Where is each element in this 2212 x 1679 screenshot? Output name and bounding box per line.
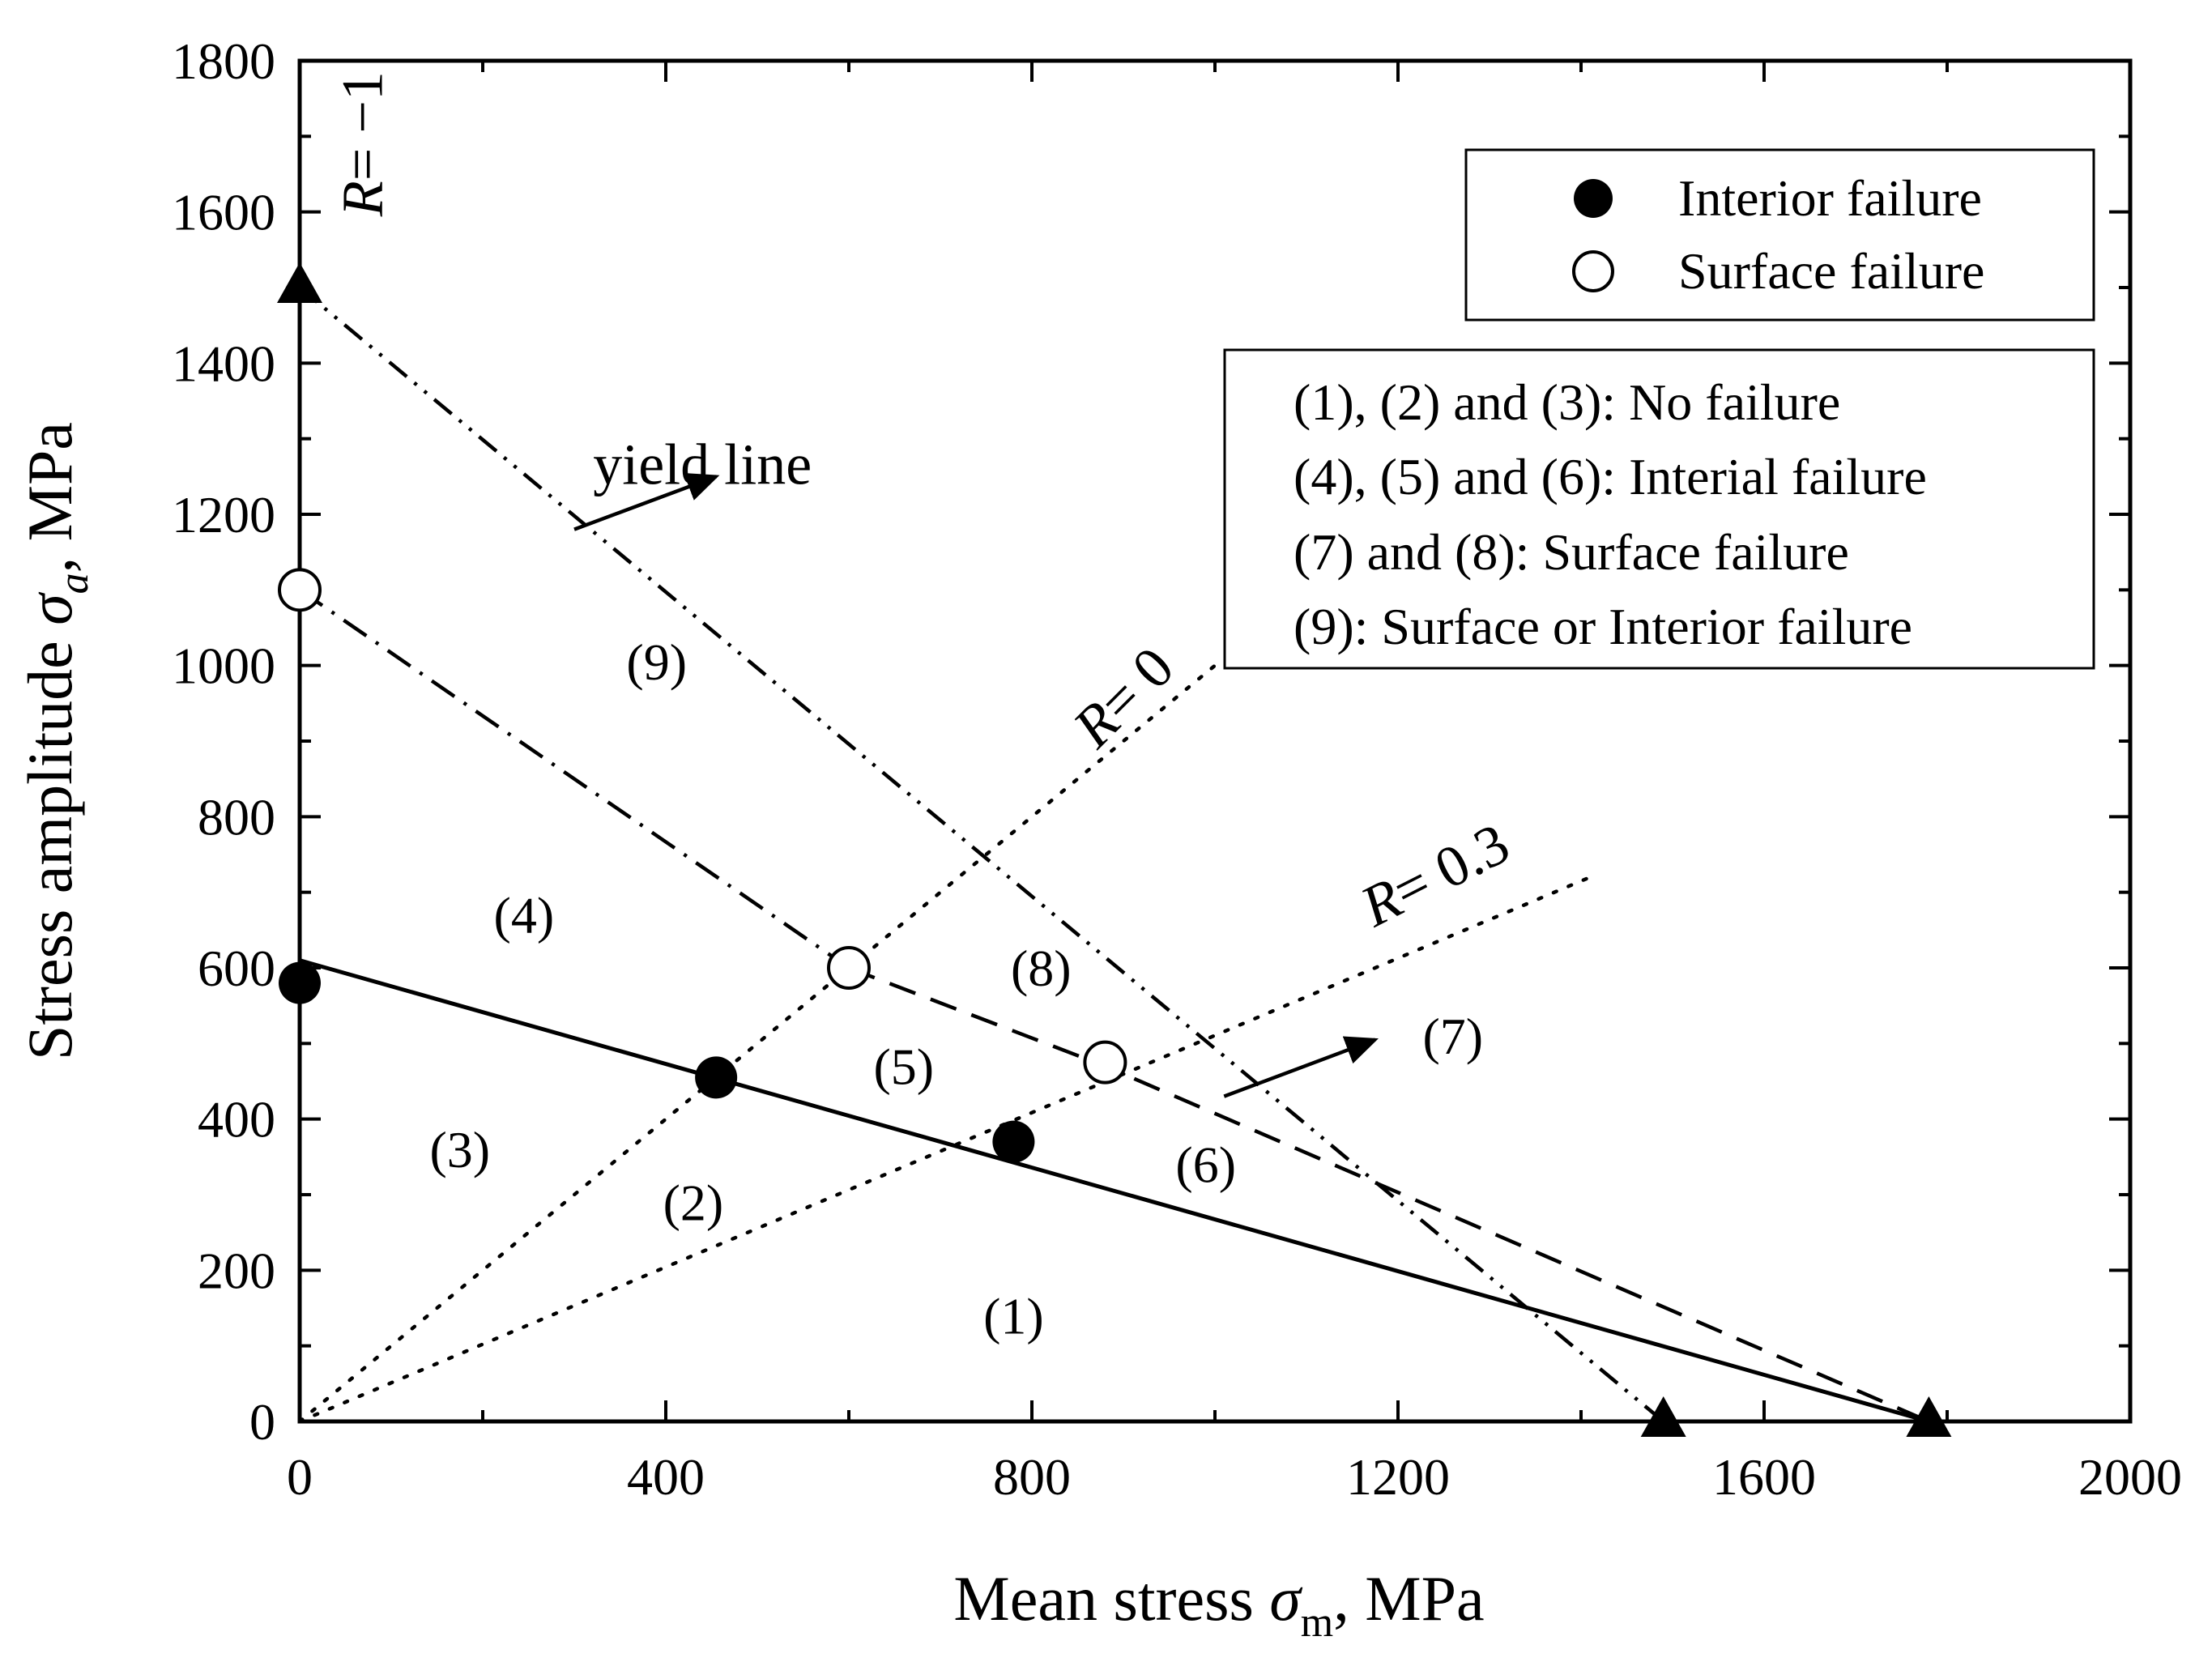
chart-markers: [277, 262, 1952, 1437]
interior-failure-point: [279, 961, 321, 1004]
y-tick-label: 1000: [172, 637, 275, 695]
x-tick-label: 400: [627, 1448, 705, 1506]
endpoint-triangle: [277, 262, 322, 303]
r-0.3-line: [297, 875, 1592, 1424]
yield-line: [298, 286, 1665, 1423]
annotation-arrows: [573, 473, 1379, 1098]
region-label: (7): [1422, 1008, 1483, 1065]
region-label: (3): [429, 1121, 490, 1178]
region-label: (4): [494, 887, 555, 944]
y-tick-label: 200: [198, 1242, 275, 1299]
x-axis-tick-labels: 0 400 800 1200 1600 2000: [287, 1448, 2182, 1506]
region-info-box: (1), (2) and (3): No failure (4), (5) an…: [1223, 348, 2095, 670]
legend: Interior failure Surface failure: [1464, 148, 2095, 322]
legend-marker-interior: [1574, 179, 1613, 218]
legend-box: [1464, 148, 2095, 322]
region-labels: (1) (2) (3) (4) (5) (6) (7) (8) (9): [429, 633, 1483, 1344]
y-tick-label: 0: [249, 1393, 275, 1451]
region-info-line: (1), (2) and (3): No failure: [1294, 373, 1840, 431]
region-info-frame: [1223, 348, 2095, 670]
yield-line-label: yield line: [593, 433, 812, 497]
region-info-line: (9): Surface or Interior failure: [1294, 598, 1912, 655]
legend-marker-surface: [1572, 250, 1614, 292]
x-tick-label: 1600: [1712, 1448, 1816, 1506]
yield-line-arrow: [573, 473, 720, 531]
endpoint-triangle: [1906, 1396, 1952, 1437]
axis-ticks: [298, 59, 2132, 1423]
region-7-arrow: [1223, 1036, 1379, 1098]
legend-label-interior: Interior failure: [1678, 169, 1982, 227]
surface-failure-point: [278, 568, 322, 612]
region-label: (8): [1011, 940, 1072, 997]
r-0-line: [297, 663, 1217, 1424]
x-tick-label: 0: [287, 1448, 313, 1506]
interior-failure-line: [299, 958, 1930, 1424]
region-label: (9): [626, 633, 687, 691]
r-ratio-label: R= 0.3: [1350, 811, 1519, 940]
x-tick-label: 2000: [2078, 1448, 2182, 1506]
endpoint-triangle: [1640, 1396, 1686, 1437]
region-label: (2): [663, 1174, 724, 1231]
interior-failure-point: [695, 1056, 738, 1099]
y-tick-label: 1400: [172, 335, 275, 392]
y-tick-label: 600: [198, 940, 275, 997]
region-info-line: (7) and (8): Surface failure: [1294, 523, 1849, 581]
legend-label-surface: Surface failure: [1678, 242, 1984, 300]
y-tick-label: 1600: [172, 184, 275, 241]
surface-failure-point: [1083, 1040, 1127, 1085]
y-axis-tick-labels: 0 200 400 600 800 1000 1200 1400 1600 1800: [172, 32, 275, 1451]
y-axis-title: Stress amplitude σa, MPa: [15, 422, 97, 1060]
r-ratio-label: R= 0: [1060, 634, 1186, 760]
x-axis-title: Mean stress σm, MPa: [953, 1563, 1484, 1646]
surface-failure-point: [827, 946, 871, 990]
interior-failure-point: [992, 1120, 1035, 1163]
region-label: (1): [983, 1287, 1044, 1344]
surface-failure-line: [298, 588, 850, 969]
r-ratio-label: R= −1: [330, 71, 395, 217]
region-label: (6): [1175, 1136, 1236, 1194]
region-label: (5): [873, 1038, 934, 1095]
region-info-line: (4), (5) and (6): Interial failure: [1294, 448, 1927, 505]
y-tick-label: 800: [198, 788, 275, 846]
x-tick-label: 800: [993, 1448, 1071, 1506]
y-tick-label: 1200: [172, 486, 275, 543]
x-tick-label: 1200: [1346, 1448, 1450, 1506]
y-tick-label: 1800: [172, 32, 275, 90]
y-tick-label: 400: [198, 1091, 275, 1148]
